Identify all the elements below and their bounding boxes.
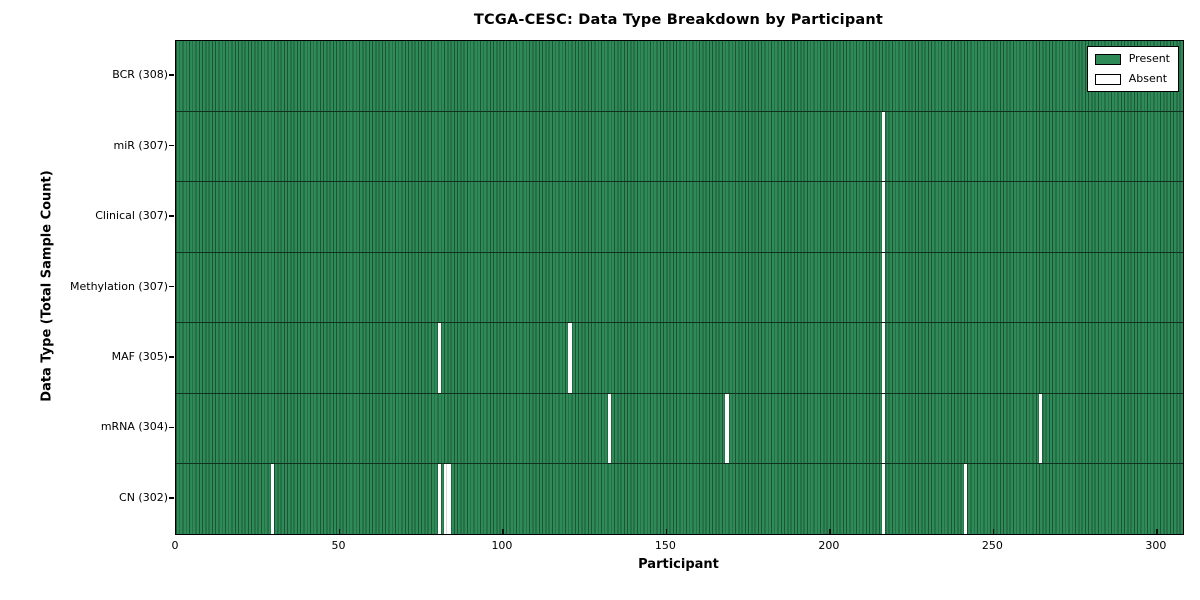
row-maf (176, 323, 1183, 394)
absent-marker-mrna-216 (882, 393, 886, 464)
y-tick-label-mrna: mRNA (304) (100, 420, 168, 434)
absent-marker-clinical-216 (882, 182, 886, 252)
row-clinical (176, 182, 1183, 253)
y-tick-mark (169, 144, 174, 147)
x-tick-label-250: 250 (981, 539, 1003, 552)
y-tick-label-methylation: Methylation (307) (70, 279, 168, 293)
y-tick-mark (169, 356, 174, 358)
absent-marker-mir-216 (882, 111, 886, 182)
x-tick-label-0: 0 (171, 539, 179, 552)
y-tick-label-cn: CN (302) (119, 490, 168, 504)
absent-marker-methylation-216 (882, 252, 886, 323)
x-tick-label-150: 150 (654, 539, 676, 552)
x-tick-label-50: 50 (331, 539, 346, 552)
absent-marker-maf-216 (882, 323, 886, 393)
absent-marker-maf-120 (568, 323, 572, 393)
legend-label-absent: Absent (1128, 72, 1168, 85)
x-tick-mark (665, 529, 668, 534)
row-cn (176, 464, 1183, 535)
x-tick-label-200: 200 (818, 539, 840, 552)
legend-swatch-absent-icon (1094, 73, 1121, 85)
absent-marker-mrna-168 (725, 393, 729, 464)
x-tick-mark (992, 529, 995, 534)
x-axis-label: Participant (638, 557, 719, 572)
absent-marker-maf-80 (437, 323, 441, 393)
plot-area: Present Absent (175, 40, 1184, 535)
row-mir (176, 111, 1183, 183)
y-tick-mark (169, 74, 174, 76)
x-tick-label-100: 100 (491, 539, 513, 552)
x-tick-mark (502, 529, 504, 534)
y-tick-mark (169, 496, 174, 499)
absent-marker-cn-80 (437, 464, 441, 535)
y-tick-mark (169, 426, 174, 429)
absent-marker-cn-29 (270, 464, 275, 535)
absent-marker-cn-216 (882, 464, 886, 535)
x-tick-mark (829, 529, 831, 534)
x-tick-label-300: 300 (1145, 539, 1167, 552)
legend-swatch-present-icon (1094, 53, 1121, 65)
chart-title: TCGA-CESC: Data Type Breakdown by Partic… (473, 12, 884, 28)
legend-label-present: Present (1128, 52, 1170, 65)
legend-entry-absent: Absent (1094, 72, 1170, 85)
y-tick-mark (169, 285, 174, 288)
y-tick-label-mir: miR (307) (113, 138, 169, 152)
x-tick-mark (1156, 529, 1158, 534)
absent-marker-cn-83 (447, 464, 451, 535)
row-mrna (176, 393, 1183, 465)
absent-marker-mrna-132 (607, 393, 611, 464)
legend: Present Absent (1086, 46, 1179, 92)
x-tick-mark (338, 529, 341, 534)
absent-marker-cn-241 (963, 464, 968, 535)
y-tick-label-maf: MAF (305) (111, 349, 168, 363)
absent-marker-cn-82 (444, 464, 448, 535)
y-tick-label-bcr: BCR (308) (112, 68, 168, 82)
row-methylation (176, 252, 1183, 324)
legend-entry-present: Present (1094, 52, 1170, 65)
row-bcr (176, 41, 1183, 112)
y-tick-label-clinical: Clinical (307) (95, 209, 168, 223)
y-tick-mark (169, 215, 174, 217)
absent-marker-mrna-264 (1039, 393, 1043, 464)
